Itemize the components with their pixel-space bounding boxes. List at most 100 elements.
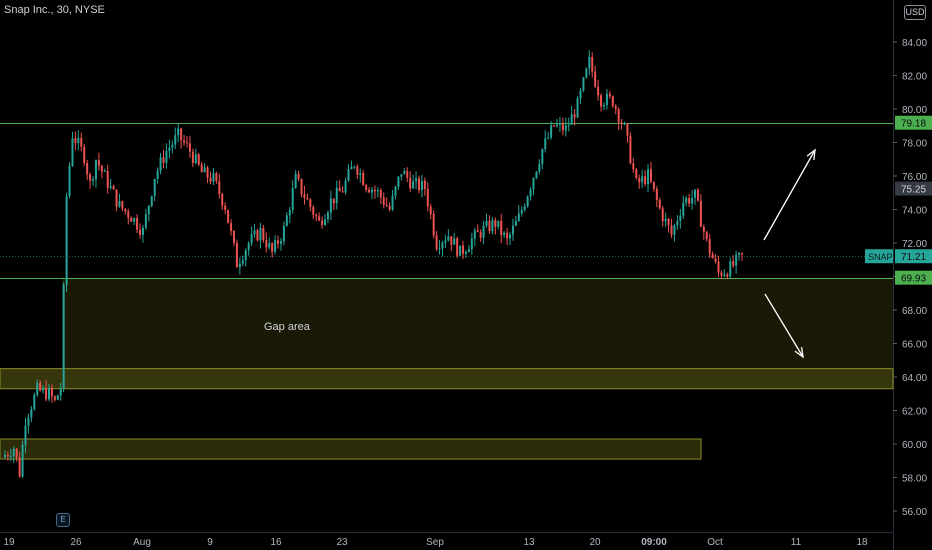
candle-body [144,214,147,228]
candle-body [544,138,547,150]
candle-body [696,189,699,201]
candle-body [464,252,467,254]
candle-body [711,253,714,259]
price-label-box [895,115,932,130]
snap-symbol-label: SNAP [868,252,893,262]
candle-body [268,243,271,248]
candle-body [335,187,338,204]
candle-body [417,178,420,191]
candle-body [191,151,194,164]
candle-body [347,169,350,181]
candle-body [459,245,462,256]
candle-body [694,189,697,198]
candle-body [250,234,253,244]
candle-body [450,236,453,245]
y-tick-label: 66.00 [902,340,927,351]
candle-body [506,232,509,239]
down-arrow-head [794,347,804,359]
earnings-marker-icon[interactable]: E [56,513,70,527]
candle-body [699,200,702,227]
candle-body [27,417,30,426]
candle-body [194,154,197,164]
candle-body [109,186,112,188]
candle-body [403,170,406,175]
candle-body [235,242,238,268]
candle-body [118,201,121,207]
zone-zone-60 [0,438,702,460]
candle-body [59,388,62,396]
candle-body [359,172,362,175]
candle-body [162,157,165,163]
candle-body [591,56,594,72]
y-tick-label: 68.00 [902,306,927,317]
candle-body [641,176,644,183]
candle-body [702,226,705,232]
candle-body [309,199,312,208]
candle-body [39,383,42,391]
candle-body [412,181,415,189]
candle-body [215,173,218,182]
candle-body [36,383,39,395]
candle-body [274,240,277,252]
candle-body [676,221,679,226]
candle-body [227,209,230,223]
candle-body [423,180,426,190]
candle-body [526,196,529,207]
candle-body [244,250,247,261]
candle-body [253,230,256,235]
candle-body [97,160,100,166]
candle-body [74,138,77,144]
candle-body [391,195,394,210]
candle-body [655,188,658,200]
candle-body [115,189,118,207]
candle-body [9,456,12,458]
candle-body [432,214,435,236]
candle-body [556,124,558,127]
candle-body [368,189,371,193]
candle-body [647,169,650,185]
x-tick-label: 11 [791,537,802,548]
candle-body [238,263,241,268]
candle-body [682,202,685,216]
candle-body [600,95,603,107]
candle-body [303,194,306,198]
candle-body [720,272,723,276]
candle-body [200,164,203,173]
candle-body [373,189,376,192]
candle-body [92,179,95,181]
candle-body [494,220,497,227]
candle-body [611,96,614,107]
candle-body [541,149,544,165]
candle-body [77,137,80,144]
candle-body [174,135,177,145]
candle-body [241,260,244,264]
candle-body [550,125,553,138]
currency-badge[interactable]: USD [904,5,926,20]
candle-body [382,197,385,205]
candle-body [470,238,473,250]
candle-body [256,230,259,241]
candle-body [321,220,324,225]
candle-body [379,190,382,198]
candle-body [371,189,373,193]
candle-body [47,387,50,400]
down-arrow [764,293,804,358]
candle-body [324,219,327,225]
candle-body [341,191,344,193]
candle-body [197,154,200,165]
candle-body [605,93,608,106]
candle-body [473,230,476,239]
candle-body [558,123,561,125]
up-arrow [763,149,816,241]
candle-body [262,227,265,241]
candle-body [509,234,512,239]
candle-body [42,387,45,391]
candle-body [15,448,18,458]
candle-body [664,218,667,222]
zone-zone-64 [0,368,894,390]
candle-body [62,284,65,389]
candle-body [500,220,503,235]
candle-body [585,68,588,78]
candle-body [667,218,670,226]
